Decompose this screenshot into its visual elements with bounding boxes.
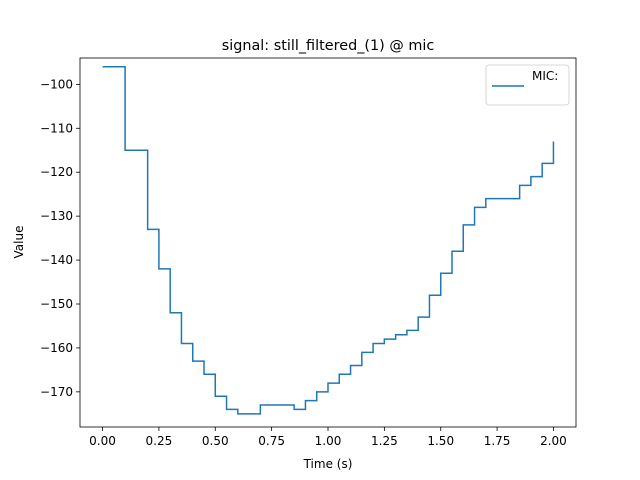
y-tick-label: −150 — [40, 297, 73, 311]
x-tick-label: 0.25 — [146, 434, 173, 448]
y-tick-label: −100 — [40, 77, 73, 91]
chart-title: signal: still_filtered_(1) @ mic — [222, 38, 435, 54]
x-tick-label: 1.75 — [484, 434, 511, 448]
series-line — [102, 66, 555, 415]
x-tick-label: 0.00 — [89, 434, 116, 448]
y-tick-label: −160 — [40, 341, 73, 355]
y-tick-label: −110 — [40, 121, 73, 135]
legend-label: MIC: — [532, 69, 558, 83]
legend-box — [485, 64, 570, 106]
y-tick-label: −170 — [40, 385, 73, 399]
y-tick-label: −140 — [40, 253, 73, 267]
x-axis-label: Time (s) — [303, 457, 353, 471]
y-axis: −100 −110 −120 −130 −140 −150 −160 −170 — [40, 77, 80, 399]
y-axis-label: Value — [12, 226, 26, 259]
x-tick-label: 1.00 — [315, 434, 342, 448]
x-tick-label: 1.50 — [427, 434, 454, 448]
legend: MIC: — [485, 64, 570, 106]
y-tick-label: −130 — [40, 209, 73, 223]
y-tick-label: −120 — [40, 165, 73, 179]
x-tick-label: 2.00 — [540, 434, 567, 448]
x-tick-label: 0.75 — [258, 434, 285, 448]
x-tick-label: 1.25 — [371, 434, 398, 448]
x-axis: 0.00 0.25 0.50 0.75 1.00 1.25 1.50 1.75 2.00 — [89, 427, 567, 448]
x-tick-label: 0.50 — [202, 434, 229, 448]
